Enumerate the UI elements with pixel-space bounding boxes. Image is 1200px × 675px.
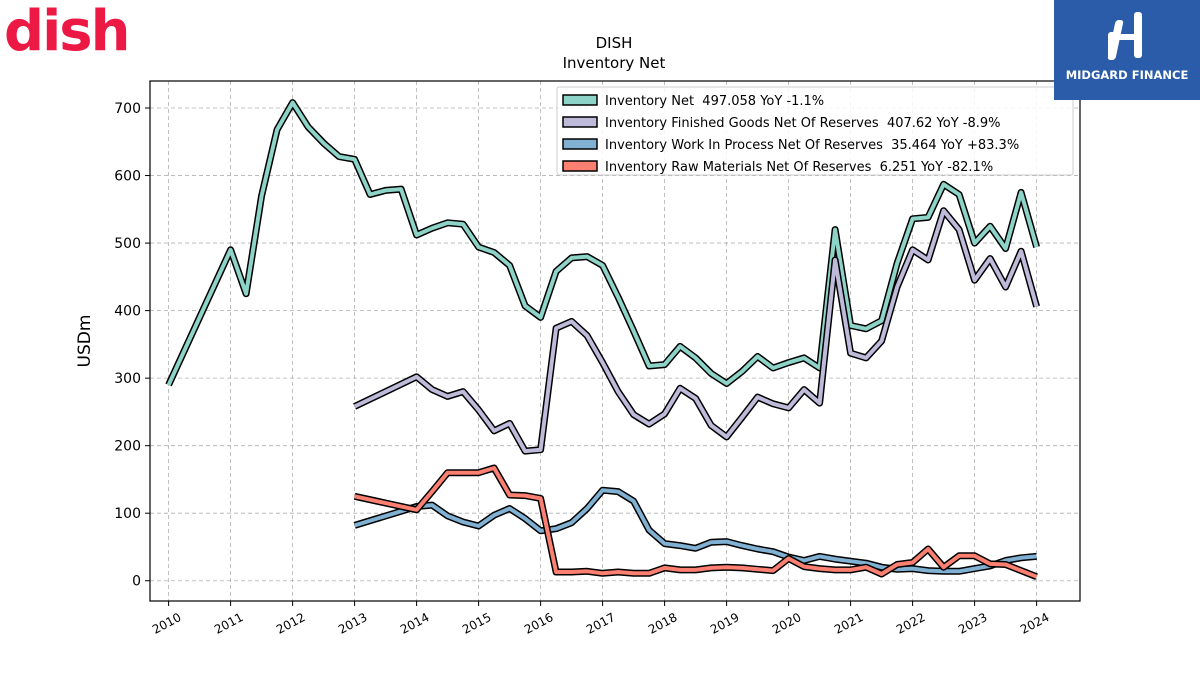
- x-tick-label: 2022: [894, 610, 928, 637]
- legend-label-finished_goods: Inventory Finished Goods Net Of Reserves…: [605, 116, 1001, 131]
- y-tick-label: 400: [114, 304, 141, 320]
- plot-area-frame: [149, 80, 1081, 602]
- series-line-inventory_net: [166, 100, 1039, 386]
- legend-label-inventory_net: Inventory Net 497.058 YoY -1.1%: [605, 94, 824, 109]
- dish-logo-text: dish: [4, 0, 130, 64]
- y-axis-label: USDm: [75, 315, 95, 368]
- chart-subtitle: Inventory Net: [563, 54, 666, 72]
- x-tick-label: 2019: [708, 610, 742, 637]
- legend: Inventory Net 497.058 YoY -1.1% Inventory…: [556, 86, 1074, 176]
- dish-logo: dish: [4, 0, 130, 64]
- midgard-finance-logo: MIDGARD FINANCE: [1054, 0, 1200, 100]
- x-tick-label: 2017: [584, 610, 618, 637]
- x-tick-label: 2015: [460, 610, 494, 637]
- y-tick-label: 600: [114, 169, 141, 185]
- x-tick-label: 2014: [398, 610, 432, 637]
- y-tick-label: 100: [114, 506, 141, 522]
- x-tick-label: 2021: [832, 610, 866, 637]
- series-lines: [165, 99, 1040, 580]
- series-line-finished_goods: [353, 208, 1039, 454]
- x-tick-label: 2024: [1018, 610, 1052, 637]
- y-tick-label: 300: [114, 371, 141, 387]
- x-tick-label: 2011: [212, 610, 246, 637]
- legend-box: [556, 86, 1074, 176]
- x-tick-label: 2023: [956, 610, 990, 637]
- x-tick-label: 2020: [770, 610, 804, 637]
- y-tick-label: 200: [114, 439, 141, 455]
- legend-swatch-raw_materials: [562, 160, 598, 172]
- series-line-raw_materials: [354, 466, 1038, 579]
- series-line-work_in_process: [354, 488, 1037, 574]
- midgard-emblem-icon: [1107, 12, 1142, 60]
- legend-label-raw_materials: Inventory Raw Materials Net Of Reserves …: [605, 160, 993, 175]
- series-work_in_process: [353, 486, 1037, 575]
- x-tick-label: 2013: [336, 610, 370, 637]
- y-tick-label: 700: [114, 101, 141, 117]
- series-finished_goods: [353, 207, 1040, 455]
- y-tick-label: 500: [114, 236, 141, 252]
- series-inventory_net: [165, 99, 1040, 387]
- y-tick-label: 0: [132, 574, 141, 590]
- legend-swatch-inventory_net: [562, 94, 598, 106]
- x-tick-label: 2012: [274, 610, 308, 637]
- midgard-logo-text: MIDGARD FINANCE: [1065, 68, 1189, 82]
- chart-title: DISH: [596, 34, 633, 52]
- x-tick-label: 2018: [646, 610, 680, 637]
- x-tick-label: 2010: [150, 610, 184, 637]
- axes: 2010 2011 2012 2013 2014 2015 2016 2017 2018 2019…: [114, 101, 1051, 637]
- legend-swatch-finished_goods: [562, 116, 598, 128]
- x-tick-label: 2016: [522, 610, 556, 637]
- series-raw_materials: [353, 464, 1038, 580]
- legend-swatch-work_in_process: [562, 138, 598, 150]
- legend-label-work_in_process: Inventory Work In Process Net Of Reserve…: [605, 138, 1019, 153]
